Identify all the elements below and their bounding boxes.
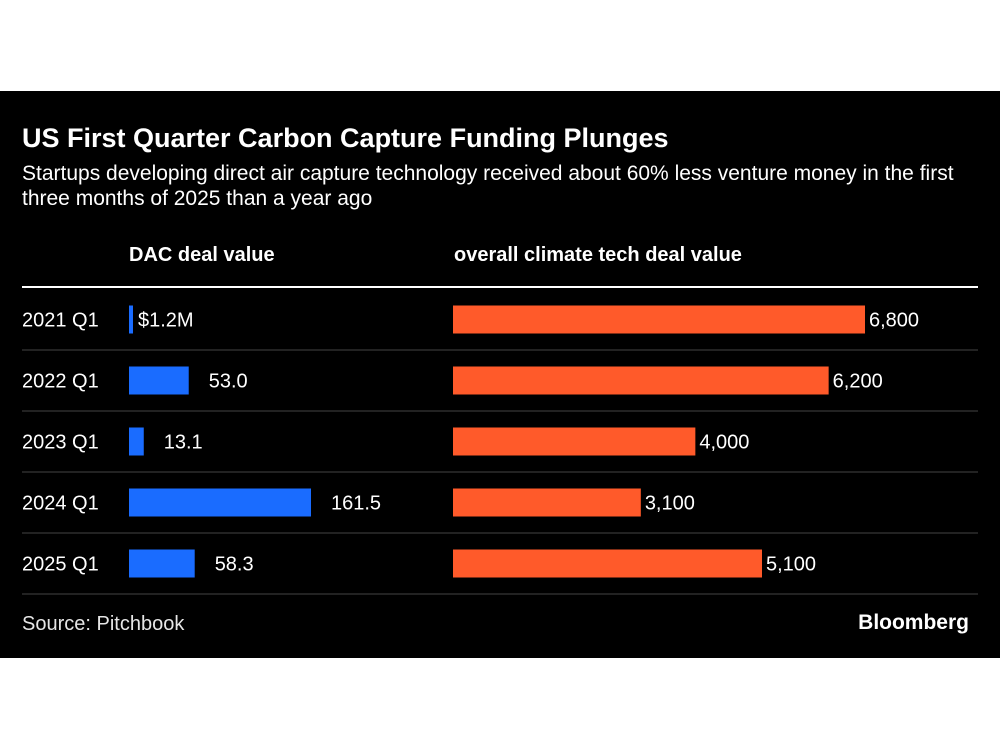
bloomberg-logo: Bloomberg bbox=[858, 611, 969, 634]
dac-bar bbox=[129, 366, 189, 395]
dac-column-header: DAC deal value bbox=[129, 244, 275, 266]
chart-subtitle: Startups developing direct air capture t… bbox=[22, 162, 954, 210]
dac-bar bbox=[129, 488, 311, 517]
dac-data-label: 13.1 bbox=[164, 432, 203, 454]
dac-data-label: 161.5 bbox=[331, 493, 381, 515]
dac-data-label: 53.0 bbox=[209, 371, 248, 393]
chart-card: US First Quarter Carbon Capture Funding … bbox=[0, 91, 1000, 658]
category-label: 2023 Q1 bbox=[22, 432, 99, 454]
climate-bar bbox=[453, 366, 829, 395]
climate-data-label: 3,100 bbox=[645, 493, 695, 515]
climate-bar bbox=[453, 549, 762, 578]
dac-data-label: $1.2M bbox=[138, 310, 194, 332]
dac-bar bbox=[129, 427, 144, 456]
climate-column-header: overall climate tech deal value bbox=[454, 244, 742, 266]
source-note: Source: Pitchbook bbox=[22, 613, 185, 635]
bar-chart: DAC deal value overall climate tech deal … bbox=[22, 244, 978, 595]
dac-bar bbox=[129, 549, 195, 578]
climate-bar bbox=[453, 427, 696, 456]
category-label: 2025 Q1 bbox=[22, 554, 99, 576]
category-label: 2022 Q1 bbox=[22, 371, 99, 393]
climate-bar bbox=[453, 305, 865, 334]
chart-title: US First Quarter Carbon Capture Funding … bbox=[22, 123, 669, 153]
category-label: 2021 Q1 bbox=[22, 310, 99, 332]
dac-data-label: 58.3 bbox=[215, 554, 254, 576]
category-label: 2024 Q1 bbox=[22, 493, 99, 515]
climate-data-label: 6,800 bbox=[869, 310, 919, 332]
dac-bar bbox=[129, 305, 133, 334]
climate-data-label: 6,200 bbox=[833, 371, 883, 393]
climate-data-label: 5,100 bbox=[766, 554, 816, 576]
climate-bar bbox=[453, 488, 641, 517]
climate-data-label: 4,000 bbox=[699, 432, 749, 454]
